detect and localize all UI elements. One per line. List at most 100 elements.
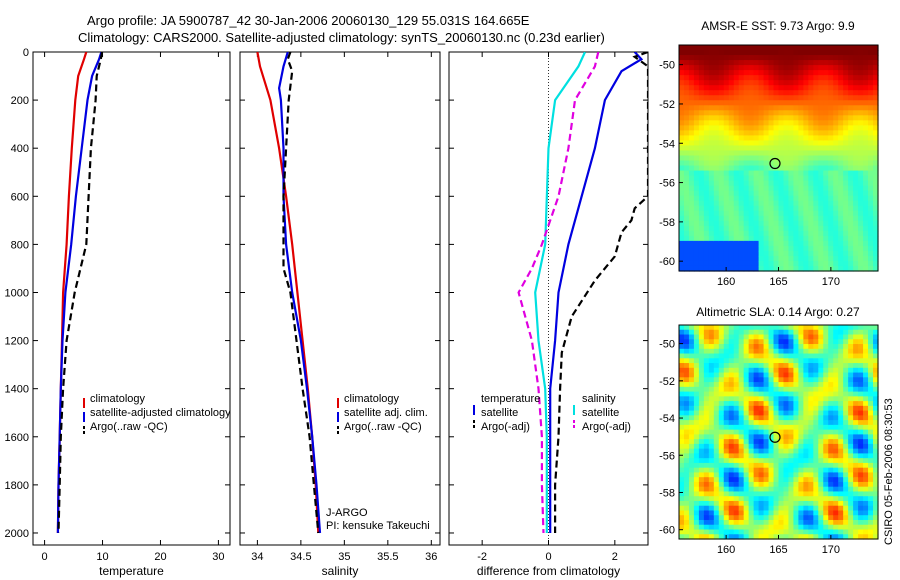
sla_map-cell (748, 415, 755, 421)
sla_map-cell (733, 329, 740, 336)
sla_map-cell (768, 358, 775, 364)
sst_map-cell (843, 220, 849, 227)
sst_map-cell (683, 75, 690, 81)
sst_map-cell (788, 140, 795, 147)
sst_map-cell (838, 160, 844, 167)
sst_map-cell (713, 120, 720, 126)
sla_map-cell (763, 353, 770, 359)
sst_map-cell (833, 60, 839, 66)
sst_map-cell (823, 170, 829, 177)
sst_map-cell (793, 220, 799, 227)
sst_map-cell (728, 155, 735, 162)
sla_map-cell (748, 325, 755, 331)
sst_map-cell (773, 95, 780, 101)
sst_map-cell (728, 215, 735, 222)
sla_map-cell (723, 491, 730, 497)
sst_map-cell (843, 175, 849, 182)
sla_map-cell (693, 524, 700, 531)
sla_map-cell (753, 325, 760, 331)
sst_map-cell (763, 90, 770, 96)
sla_map-cell (679, 472, 685, 478)
sst_map-cell (823, 120, 829, 126)
sla_map-cell (753, 500, 760, 507)
sla_map-cell (753, 391, 760, 397)
sla_map-cell (788, 377, 795, 383)
sst_map-cell (698, 120, 705, 126)
sst_map-cell (833, 265, 839, 272)
sla_map-cell (873, 420, 879, 426)
sst_map-cell (848, 125, 854, 131)
sst_map-cell (718, 225, 725, 232)
sst_map-cell (813, 100, 819, 106)
sla_map-cell (823, 515, 829, 521)
sst_map-cell (783, 50, 790, 56)
sst_map-cell (693, 50, 700, 56)
sst_map-cell (793, 190, 799, 197)
sst_map-cell (863, 245, 869, 252)
sla_map-y-tick-label: -54 (659, 413, 675, 425)
sst_map-cell (763, 195, 770, 202)
sla_map-cell (828, 458, 834, 464)
sla_map-cell (838, 434, 844, 440)
sst_map-cell (768, 170, 775, 177)
sla_map-cell (728, 377, 735, 383)
sst_map-cell (778, 190, 785, 197)
sla_map-cell (758, 467, 765, 474)
sst_map-cell (833, 95, 839, 101)
sla_map-cell (778, 496, 785, 502)
sla_map-cell (873, 410, 879, 416)
sla_map-cell (848, 486, 854, 493)
sst_map-cell (708, 145, 715, 152)
sla_map-cell (823, 353, 829, 359)
sla_map-cell (723, 472, 730, 478)
sla_map-cell (763, 477, 770, 483)
sst_map-cell (763, 125, 770, 131)
sla_map-cell (688, 443, 695, 450)
sla_map-cell (858, 500, 864, 507)
sla_map-cell (728, 353, 735, 359)
sst_map-cell (743, 150, 750, 157)
sla_map-cell (778, 467, 785, 474)
sla_map-cell (778, 405, 785, 412)
sla_map-cell (818, 391, 824, 397)
sla_map-cell (708, 372, 715, 378)
sla_map-cell (808, 439, 814, 445)
sst_map-cell (778, 105, 785, 111)
sla_map-cell (728, 424, 735, 431)
sst_map-cell (828, 100, 834, 106)
sla_map-cell (723, 434, 730, 440)
sla_map-cell (843, 529, 849, 535)
sla_map-cell (808, 329, 814, 336)
sst_map-cell (833, 70, 839, 76)
sla_map-cell (813, 481, 819, 488)
sst_map-cell (763, 255, 770, 262)
sla_map-cell (778, 344, 785, 350)
sst_map-cell (813, 235, 819, 242)
sla_map-cell (688, 339, 695, 345)
sla_map-cell (758, 519, 765, 526)
sla_map-cell (783, 496, 790, 502)
sla_map-cell (713, 429, 720, 435)
sst_map-cell (703, 50, 710, 56)
sla_map-cell (798, 410, 804, 416)
sla_map-cell (693, 519, 700, 526)
sst_map-cell (743, 80, 750, 86)
sla_map-cell (763, 453, 770, 459)
sst_map-cell (683, 65, 690, 71)
sla_map-cell (853, 329, 859, 336)
sst_map-cell (853, 165, 859, 172)
sla_map-cell (793, 472, 799, 478)
sla_map-cell (718, 458, 725, 464)
sst_map-cell (679, 100, 685, 106)
sla_map-cell (853, 505, 859, 512)
sst_map-cell (823, 190, 829, 197)
sla_map-cell (798, 491, 804, 497)
sla_map-cell (728, 339, 735, 345)
sla_map-cell (708, 443, 715, 450)
sla_map-cell (813, 372, 819, 378)
sla_map-cell (693, 391, 700, 397)
sla_map-cell (718, 348, 725, 355)
sst_map-cell (723, 235, 730, 242)
sla_map-cell (793, 424, 799, 431)
sst_map-cell (803, 125, 809, 131)
